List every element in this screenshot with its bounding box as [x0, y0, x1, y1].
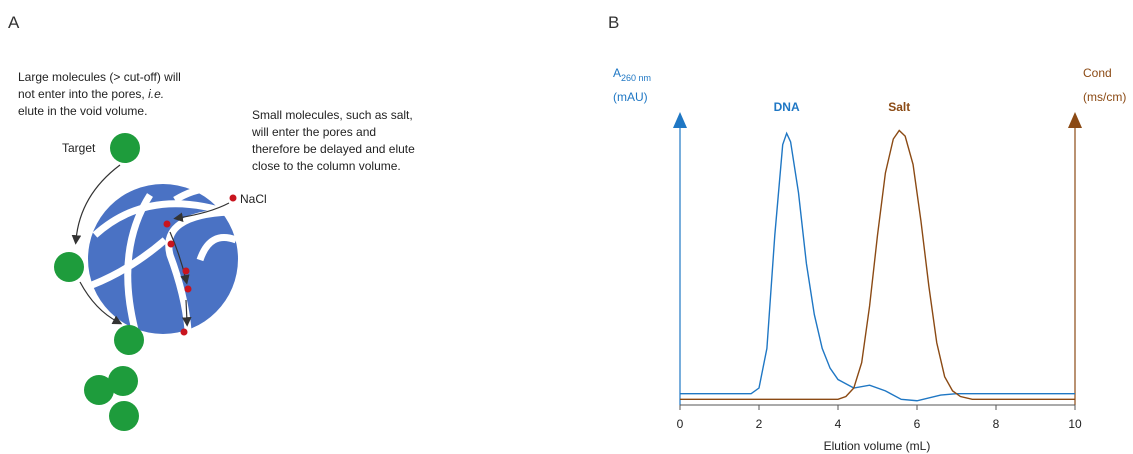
series-label: Salt: [888, 100, 910, 114]
figure: A Large molecules (> cut-off) will not e…: [0, 0, 1133, 454]
x-tick-label: 0: [677, 417, 684, 431]
target-label: Target: [62, 141, 96, 155]
y-axis-label: A260 nm: [613, 66, 651, 83]
x-tick-label: 8: [993, 417, 1000, 431]
x-tick-label: 6: [914, 417, 921, 431]
panel-label: B: [608, 13, 619, 32]
small-text: Small molecules, such as salt, will ente…: [251, 108, 418, 173]
y-axis-unit: (mAU): [613, 90, 648, 104]
plot: 0 2 4 6 8 10 DNA Salt: [673, 100, 1082, 431]
y-axis-arrow: [673, 112, 687, 128]
x-tick-label: 10: [1068, 417, 1082, 431]
nacl-label: NaCl: [240, 192, 267, 206]
y2-axis-arrow: [1068, 112, 1082, 128]
bead: [88, 184, 238, 334]
panel-label: A: [8, 13, 20, 32]
series-line: [680, 130, 1075, 399]
series-label: DNA: [774, 100, 800, 114]
large-text: Large molecules (> cut-off) will not ent…: [18, 70, 184, 118]
y2-axis-label: Cond: [1083, 66, 1112, 80]
x-tick-label: 2: [756, 417, 763, 431]
series-line: [680, 133, 1075, 400]
y2-axis-unit: (ms/cm): [1083, 90, 1126, 104]
x-axis-label: Elution volume (mL): [824, 439, 931, 453]
x-tick-label: 4: [835, 417, 842, 431]
